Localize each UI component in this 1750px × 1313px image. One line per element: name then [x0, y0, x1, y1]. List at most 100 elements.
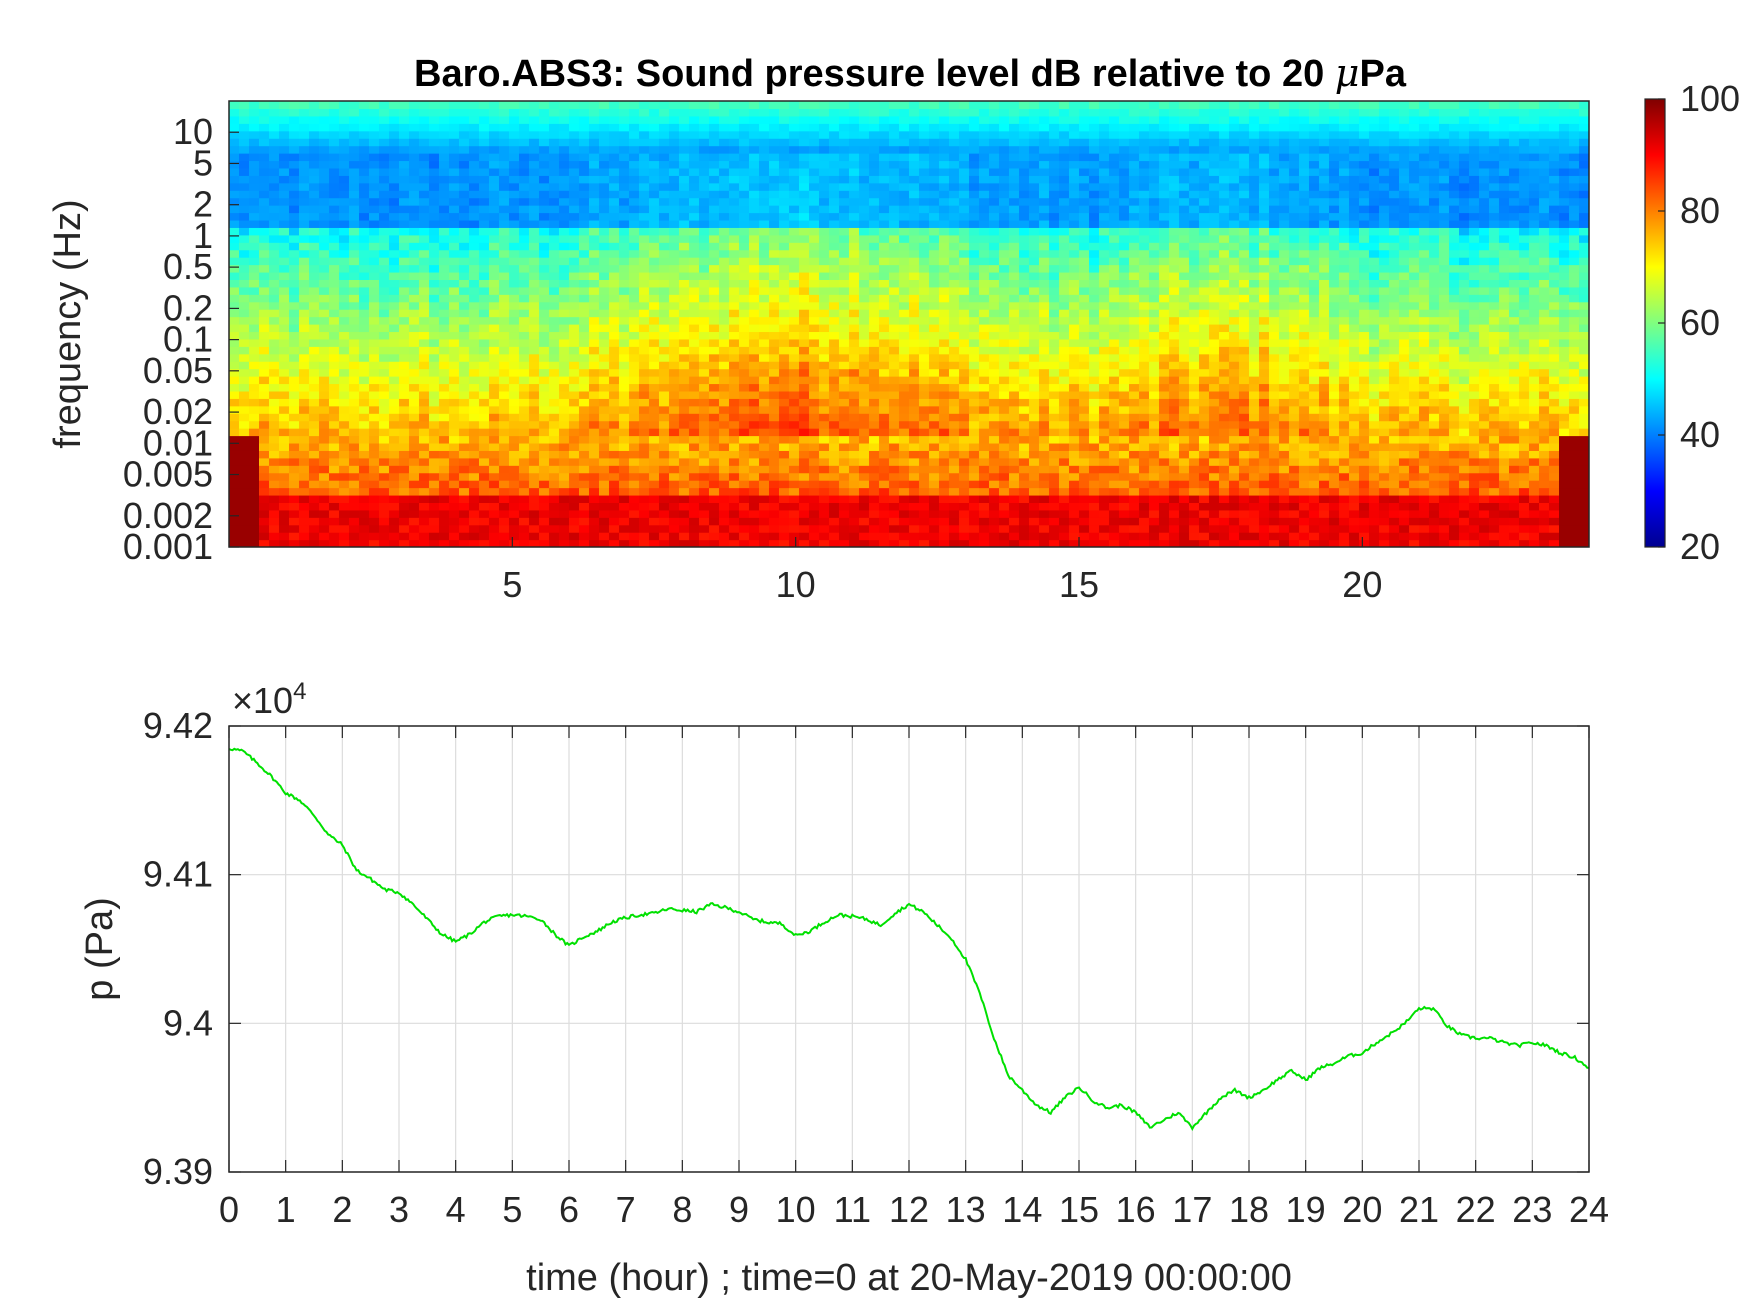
heatmap-cell [539, 428, 550, 437]
heatmap-cell [689, 108, 700, 117]
heatmap-cell [839, 153, 850, 162]
heatmap-cell [909, 212, 920, 221]
heatmap-cell [699, 383, 710, 392]
heatmap-cell [589, 465, 600, 474]
heatmap-cell [259, 472, 270, 481]
heatmap-cell [349, 442, 360, 451]
heatmap-cell [479, 219, 490, 228]
heatmap-cell [689, 286, 700, 295]
heatmap-cell [479, 376, 490, 385]
heatmap-cell [869, 227, 880, 236]
heatmap-cell [579, 219, 590, 228]
heatmap-cell [729, 324, 740, 333]
heatmap-cell [499, 115, 510, 124]
heatmap-cell [749, 309, 760, 318]
heatmap-cell [979, 465, 990, 474]
heatmap-cell [469, 457, 480, 466]
heatmap-cell [939, 264, 950, 273]
heatmap-cell [959, 524, 970, 533]
heatmap-cell [819, 197, 830, 206]
heatmap-cell [689, 249, 700, 258]
heatmap-cell [349, 480, 360, 489]
heatmap-cell [299, 450, 310, 459]
heatmap-cell [859, 205, 870, 214]
heatmap-cell [469, 420, 480, 429]
heatmap-cell [989, 420, 1000, 429]
heatmap-cell [389, 465, 400, 474]
heatmap-cell [499, 286, 510, 295]
heatmap-cell [569, 212, 580, 221]
heatmap-cell [869, 465, 880, 474]
heatmap-cell [589, 338, 600, 347]
heatmap-cell [449, 487, 460, 496]
heatmap-cell [1009, 294, 1020, 303]
heatmap-cell [1029, 539, 1040, 547]
heatmap-cell [899, 316, 910, 325]
heatmap-cell [279, 353, 290, 362]
heatmap-cell [899, 197, 910, 206]
heatmap-cell [739, 539, 750, 547]
heatmap-cell [999, 413, 1010, 422]
heatmap-cell [679, 398, 690, 407]
heatmap-cell [1009, 175, 1020, 184]
heatmap-cell [529, 160, 540, 169]
heatmap-cell [729, 197, 740, 206]
heatmap-cell [589, 405, 600, 414]
heatmap-cell [589, 413, 600, 422]
heatmap-cell [779, 532, 790, 541]
heatmap-cell [489, 101, 500, 110]
heatmap-cell [609, 398, 620, 407]
heatmap-cell [449, 428, 460, 437]
heatmap-cell [719, 517, 730, 526]
heatmap-cell [439, 346, 450, 355]
heatmap-cell [929, 205, 940, 214]
heatmap-cell [639, 346, 650, 355]
heatmap-cell [909, 227, 920, 236]
heatmap-cell [959, 271, 970, 280]
heatmap-cell [1029, 264, 1040, 273]
heatmap-cell [559, 442, 570, 451]
heatmap-cell [269, 309, 280, 318]
heatmap-cell [949, 138, 960, 147]
heatmap-cell [829, 175, 840, 184]
heatmap-cell [679, 413, 690, 422]
heatmap-cell [919, 338, 930, 347]
heatmap-cell [269, 175, 280, 184]
heatmap-cell [279, 130, 290, 139]
heatmap-cell [369, 123, 380, 132]
heatmap-cell [649, 450, 660, 459]
heatmap-cell [829, 435, 840, 444]
heatmap-cell [469, 472, 480, 481]
heatmap-cell [479, 257, 490, 266]
heatmap-cell [459, 331, 470, 340]
heatmap-cell [479, 450, 490, 459]
heatmap-cell [629, 509, 640, 518]
heatmap-cell [749, 301, 760, 310]
heatmap-cell [759, 197, 770, 206]
heatmap-cell [689, 197, 700, 206]
heatmap-cell [839, 316, 850, 325]
heatmap-cell [799, 257, 810, 266]
heatmap-cell [359, 487, 370, 496]
heatmap-cell [579, 123, 590, 132]
heatmap-cell [359, 294, 370, 303]
heatmap-cell [399, 234, 410, 243]
heatmap-cell [519, 494, 530, 503]
heatmap-cell [929, 286, 940, 295]
heatmap-cell [729, 234, 740, 243]
heatmap-cell [229, 160, 240, 169]
heatmap-cell [789, 160, 800, 169]
heatmap-cell [459, 212, 470, 221]
heatmap-cell [949, 190, 960, 199]
heatmap-cell [759, 413, 770, 422]
heatmap-cell [859, 294, 870, 303]
heatmap-cell [389, 205, 400, 214]
heatmap-cell [509, 242, 520, 251]
heatmap-cell [399, 101, 410, 110]
heatmap-cell [259, 153, 270, 162]
heatmap-cell [249, 242, 260, 251]
heatmap-cell [599, 145, 610, 154]
heatmap-cell [659, 153, 670, 162]
heatmap-cell [649, 279, 660, 288]
heatmap-cell [439, 487, 450, 496]
